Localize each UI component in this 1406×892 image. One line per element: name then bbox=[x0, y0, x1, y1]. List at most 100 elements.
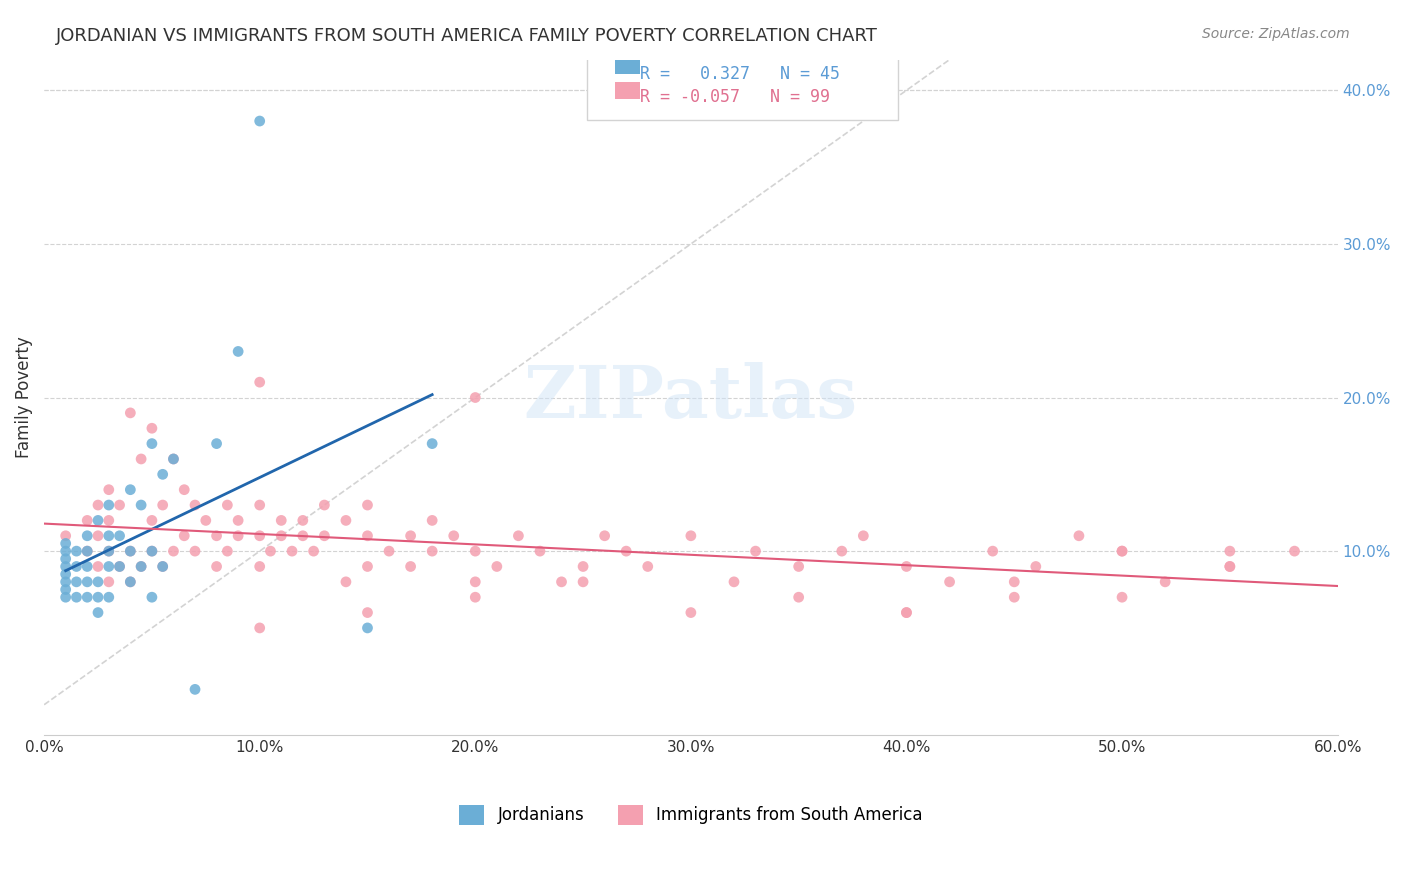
Text: JORDANIAN VS IMMIGRANTS FROM SOUTH AMERICA FAMILY POVERTY CORRELATION CHART: JORDANIAN VS IMMIGRANTS FROM SOUTH AMERI… bbox=[56, 27, 879, 45]
Point bbox=[108, 529, 131, 543]
Point bbox=[723, 574, 745, 589]
Point bbox=[97, 529, 120, 543]
Point bbox=[787, 591, 810, 605]
Point bbox=[1219, 559, 1241, 574]
Point bbox=[55, 544, 77, 558]
Point bbox=[120, 574, 142, 589]
Point bbox=[87, 591, 110, 605]
Point bbox=[302, 544, 325, 558]
Point bbox=[97, 483, 120, 497]
Point bbox=[420, 513, 443, 527]
Point bbox=[679, 606, 702, 620]
Point bbox=[852, 529, 875, 543]
Point bbox=[129, 498, 152, 512]
Point bbox=[1111, 544, 1133, 558]
Point bbox=[464, 574, 486, 589]
Point bbox=[108, 498, 131, 512]
Point bbox=[120, 544, 142, 558]
Point bbox=[1002, 591, 1025, 605]
Point bbox=[291, 529, 314, 543]
Point bbox=[281, 544, 304, 558]
Point bbox=[87, 513, 110, 527]
Point bbox=[249, 559, 271, 574]
Point bbox=[356, 606, 378, 620]
Point bbox=[65, 574, 87, 589]
Point bbox=[152, 559, 174, 574]
Point bbox=[226, 529, 249, 543]
Point bbox=[173, 529, 195, 543]
Point bbox=[141, 591, 163, 605]
Point bbox=[399, 559, 422, 574]
Point bbox=[226, 344, 249, 359]
Text: R = -0.057   N = 99: R = -0.057 N = 99 bbox=[620, 88, 830, 106]
Point bbox=[335, 574, 357, 589]
Point bbox=[614, 544, 637, 558]
Point bbox=[184, 682, 207, 697]
Point bbox=[97, 574, 120, 589]
Point bbox=[65, 544, 87, 558]
Point bbox=[97, 559, 120, 574]
Point bbox=[831, 544, 853, 558]
Point bbox=[184, 544, 207, 558]
Point bbox=[291, 513, 314, 527]
Point bbox=[129, 559, 152, 574]
Point bbox=[141, 513, 163, 527]
Point bbox=[55, 551, 77, 566]
Point bbox=[97, 544, 120, 558]
Point bbox=[120, 406, 142, 420]
Point bbox=[896, 606, 918, 620]
Point bbox=[896, 606, 918, 620]
Point bbox=[65, 559, 87, 574]
Point bbox=[55, 591, 77, 605]
Point bbox=[249, 375, 271, 389]
Point bbox=[572, 574, 595, 589]
Point bbox=[205, 529, 228, 543]
Point bbox=[249, 498, 271, 512]
Point bbox=[129, 452, 152, 467]
Point bbox=[76, 591, 98, 605]
Point bbox=[162, 452, 184, 467]
Point bbox=[87, 606, 110, 620]
Point bbox=[378, 544, 401, 558]
Point bbox=[464, 544, 486, 558]
Point bbox=[152, 467, 174, 482]
Point bbox=[76, 513, 98, 527]
Point bbox=[399, 529, 422, 543]
Point bbox=[270, 529, 292, 543]
Point bbox=[141, 544, 163, 558]
Point bbox=[226, 513, 249, 527]
Point bbox=[443, 529, 465, 543]
Point bbox=[152, 498, 174, 512]
Point bbox=[87, 529, 110, 543]
Text: ZIPatlas: ZIPatlas bbox=[524, 362, 858, 433]
Point bbox=[356, 621, 378, 635]
Point bbox=[896, 559, 918, 574]
Point bbox=[679, 529, 702, 543]
Point bbox=[65, 591, 87, 605]
Point bbox=[1002, 574, 1025, 589]
Point bbox=[249, 621, 271, 635]
Point bbox=[217, 498, 239, 512]
Point bbox=[162, 544, 184, 558]
Point bbox=[120, 544, 142, 558]
Point bbox=[87, 559, 110, 574]
Point bbox=[1284, 544, 1306, 558]
Point bbox=[120, 574, 142, 589]
Point bbox=[356, 559, 378, 574]
Point bbox=[593, 529, 616, 543]
Point bbox=[152, 559, 174, 574]
Point bbox=[76, 559, 98, 574]
Point bbox=[76, 544, 98, 558]
Point bbox=[76, 529, 98, 543]
Point bbox=[141, 421, 163, 435]
Point bbox=[1219, 559, 1241, 574]
Point bbox=[97, 591, 120, 605]
Point bbox=[550, 574, 572, 589]
Point bbox=[76, 544, 98, 558]
Legend: Jordanians, Immigrants from South America: Jordanians, Immigrants from South Americ… bbox=[453, 797, 929, 831]
Point bbox=[76, 574, 98, 589]
Point bbox=[55, 574, 77, 589]
Point bbox=[87, 498, 110, 512]
Point bbox=[572, 559, 595, 574]
Point bbox=[205, 436, 228, 450]
